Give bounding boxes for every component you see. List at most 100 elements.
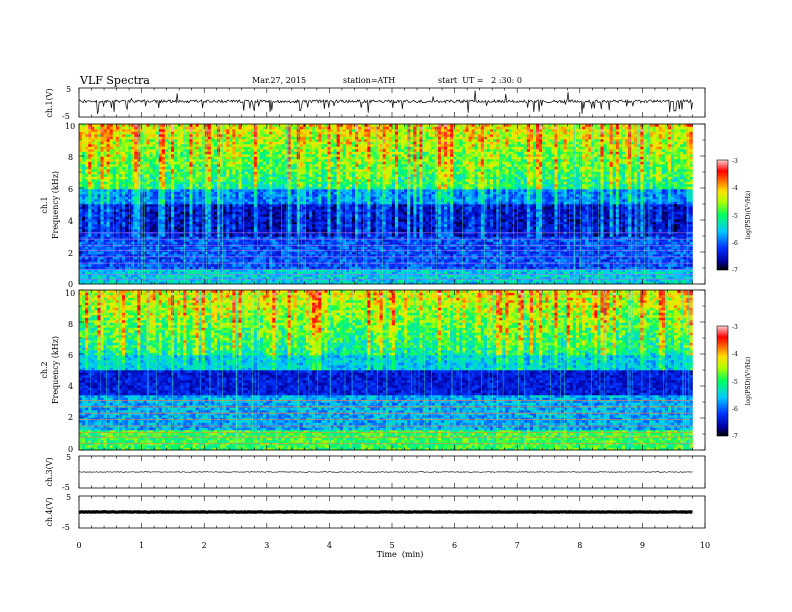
spectrogram-cell — [256, 274, 261, 277]
spectrogram-cell — [171, 281, 175, 285]
spectrogram-cell — [164, 211, 169, 215]
spectrogram-cell — [235, 201, 239, 205]
spectrogram-cell — [103, 256, 107, 260]
spectrogram-cell — [266, 266, 270, 270]
spectrogram-cell — [85, 124, 89, 127]
spectrogram-cell — [213, 154, 218, 157]
spectrogram-cell — [305, 201, 310, 205]
spectrogram-cell — [272, 226, 276, 230]
spectrogram-cell — [241, 131, 245, 135]
spectrogram-cell — [198, 236, 202, 240]
spectrogram-cell — [247, 266, 252, 270]
spectrogram-cell — [256, 279, 261, 282]
spectrogram-cell — [244, 131, 249, 135]
spectrogram-cell — [171, 131, 175, 135]
spectrogram-cell — [213, 259, 218, 262]
spectrogram-cell — [213, 156, 218, 160]
spectrogram-cell — [100, 246, 104, 250]
spectrogram-cell — [155, 269, 160, 272]
spectrogram-cell — [118, 256, 123, 260]
spectrogram-cell — [281, 264, 285, 267]
spectrogram-cell — [290, 189, 295, 192]
spectrogram-cell — [164, 131, 169, 135]
spectrogram-cell — [241, 259, 245, 262]
spectrogram-cell — [94, 236, 98, 240]
spectrogram-cell — [180, 151, 184, 155]
spectrogram-cell — [121, 266, 126, 270]
spectrogram-cell — [272, 219, 276, 222]
spectrogram-cell — [235, 266, 239, 270]
spectrogram-cell — [152, 174, 156, 177]
spectrogram-cell — [275, 209, 279, 212]
spectrogram-cell — [177, 131, 181, 135]
spectrogram-cell — [302, 234, 307, 237]
spectrogram-cell — [167, 179, 172, 182]
spectrogram-cell — [223, 174, 227, 177]
spectrogram-cell — [149, 129, 153, 132]
spectrogram-cell — [290, 264, 295, 267]
spectrogram-cell — [158, 141, 163, 145]
spectrogram-cell — [210, 209, 215, 212]
spectrogram-cell — [131, 196, 135, 200]
spectrogram-cell — [287, 201, 291, 205]
spectrogram-cell — [195, 151, 199, 155]
spectrogram-cell — [88, 146, 92, 150]
spectrogram-cell — [146, 149, 150, 152]
spectrogram-cell — [94, 199, 98, 202]
spectrogram-cell — [201, 226, 206, 230]
spectrogram-cell — [244, 159, 249, 162]
spectrogram-cell — [272, 239, 276, 242]
spectrogram-cell — [118, 224, 123, 227]
spectrogram-cell — [207, 239, 212, 242]
spectrogram-cell — [186, 154, 190, 157]
spectrogram-cell — [79, 181, 83, 185]
spectrogram-cell — [275, 131, 279, 135]
spectrogram-cell — [213, 241, 218, 245]
spectrogram-cell — [223, 186, 227, 190]
spectrogram-cell — [94, 224, 98, 227]
spectrogram-cell — [235, 126, 239, 130]
spectrogram-cell — [207, 209, 212, 212]
spectrogram-cell — [125, 236, 129, 240]
spectrogram-cell — [238, 259, 242, 262]
spectrogram-cell — [263, 274, 267, 277]
spectrogram-cell — [186, 251, 190, 255]
spectrogram-cell — [263, 259, 267, 262]
spectrogram-cell — [143, 221, 147, 225]
spectrogram-cell — [180, 271, 184, 275]
spectrogram-cell — [241, 156, 245, 160]
spectrogram-cell — [241, 169, 245, 172]
spectrogram-cell — [167, 156, 172, 160]
spectrogram-cell — [241, 236, 245, 240]
spectrogram-cell — [91, 196, 95, 200]
spectrogram-cell — [223, 124, 227, 127]
spectrogram-cell — [250, 194, 255, 197]
spectrogram-cell — [263, 214, 267, 217]
spectrogram-cell — [131, 241, 135, 245]
spectrogram-cell — [220, 256, 224, 260]
spectrogram-cell — [238, 234, 242, 237]
spectrogram-cell — [186, 146, 190, 150]
spectrogram-cell — [161, 176, 166, 180]
spectrogram-cell — [210, 189, 215, 192]
spectrogram-cell — [137, 146, 141, 150]
spectrogram-cell — [125, 171, 129, 175]
spectrogram-cell — [232, 184, 236, 187]
spectrogram-cell — [256, 269, 261, 272]
spectrogram-cell — [115, 134, 120, 137]
spectrogram-cell — [302, 246, 307, 250]
spectrogram-cell — [266, 134, 270, 137]
spectrogram-cell — [287, 216, 291, 220]
spectrogram-cell — [302, 264, 307, 267]
spectrogram-cell — [109, 201, 114, 205]
spectrogram-cell — [82, 226, 86, 230]
spectrogram-cell — [186, 214, 190, 217]
spectrogram-cell — [103, 264, 107, 267]
spectrogram-cell — [226, 184, 230, 187]
spectrogram-cell — [263, 149, 267, 152]
spectrogram-cell — [220, 211, 224, 215]
spectrogram-cell — [309, 239, 313, 242]
spectrogram-cell — [103, 269, 107, 272]
spectrogram-cell — [109, 151, 114, 155]
spectrogram-cell — [226, 164, 230, 167]
